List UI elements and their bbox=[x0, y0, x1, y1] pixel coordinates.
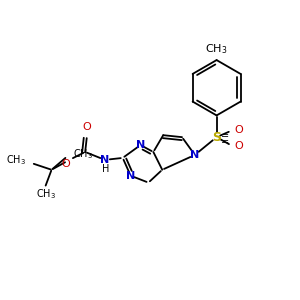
Text: =: = bbox=[221, 131, 230, 141]
Text: N: N bbox=[190, 150, 200, 160]
Text: N: N bbox=[100, 155, 110, 165]
Text: O: O bbox=[83, 122, 92, 132]
Text: O: O bbox=[234, 141, 243, 151]
Text: H: H bbox=[102, 164, 110, 174]
Text: CH$_3$: CH$_3$ bbox=[206, 42, 228, 56]
Text: O: O bbox=[61, 159, 70, 169]
Text: N: N bbox=[126, 171, 135, 181]
Text: CH$_3$: CH$_3$ bbox=[6, 153, 26, 167]
Text: CH$_3$: CH$_3$ bbox=[36, 188, 56, 201]
Text: CH$_3$: CH$_3$ bbox=[73, 147, 93, 161]
Text: O: O bbox=[234, 125, 243, 135]
Text: =: = bbox=[221, 137, 230, 147]
Text: S: S bbox=[212, 131, 221, 144]
Text: N: N bbox=[136, 140, 145, 150]
